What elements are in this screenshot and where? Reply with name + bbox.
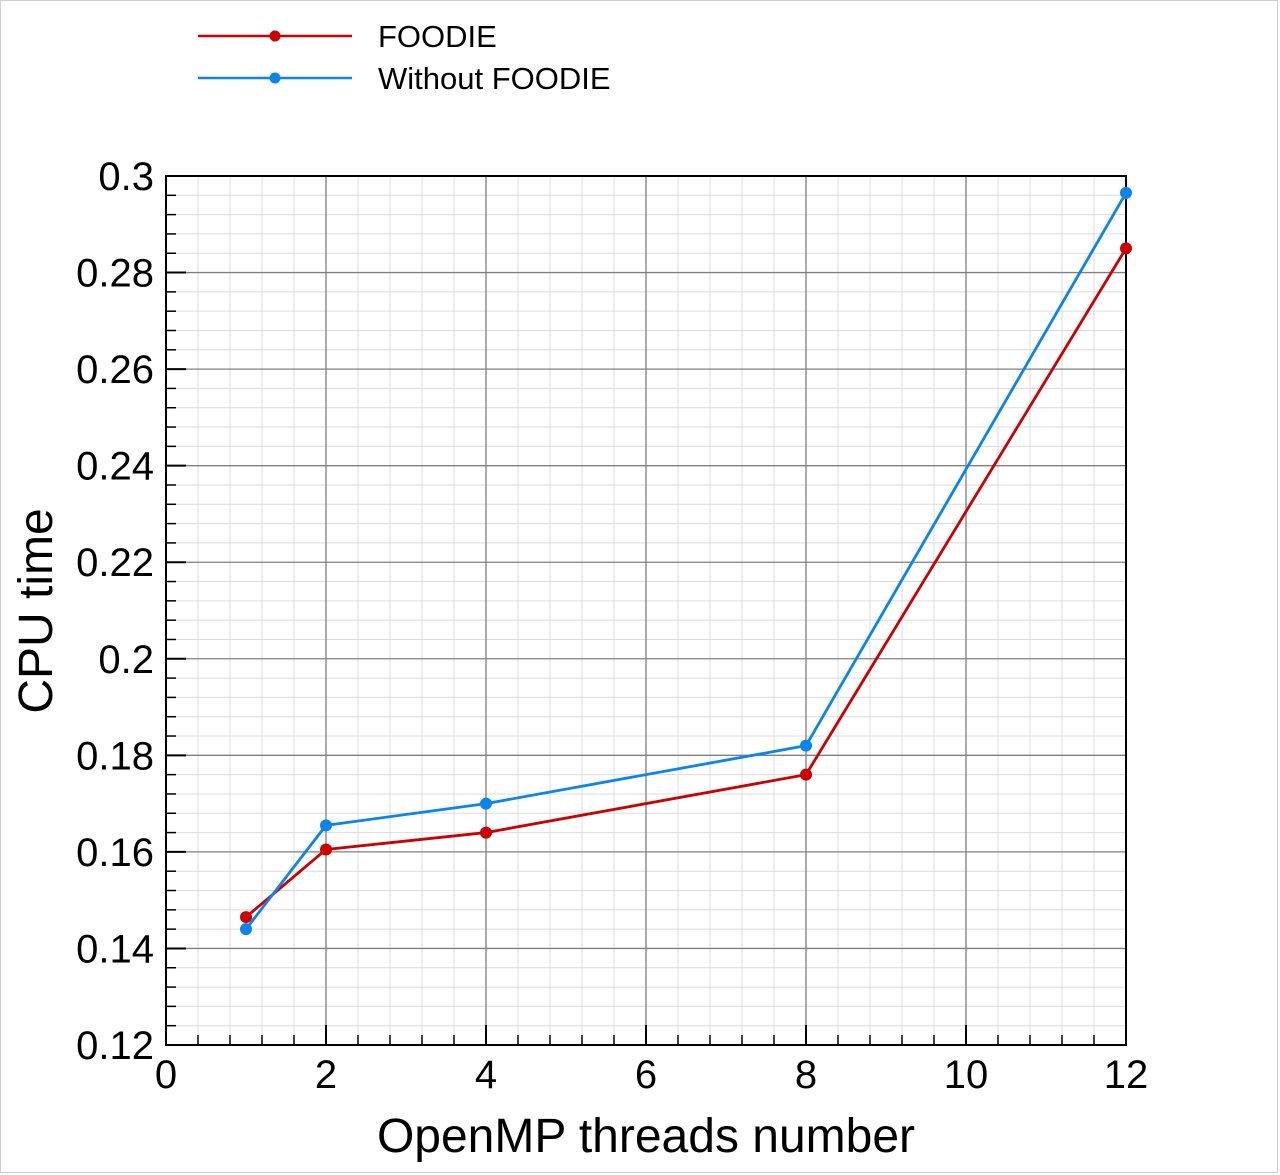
y-tick-label: 0.16 xyxy=(76,831,154,875)
x-tick-label: 6 xyxy=(635,1053,657,1097)
legend-label-foodie: FOODIE xyxy=(378,19,497,54)
series-line-without-foodie xyxy=(244,192,1128,930)
data-point-without-foodie xyxy=(1120,186,1132,199)
data-point-foodie xyxy=(240,911,252,924)
data-point-without-foodie xyxy=(800,739,812,752)
legend-item-without-foodie: Without FOODIE xyxy=(198,61,611,96)
legend-label-without-foodie: Without FOODIE xyxy=(378,61,611,96)
legend-item-foodie: FOODIE xyxy=(198,19,497,54)
x-axis-title: OpenMP threads number xyxy=(377,1110,915,1163)
major-grid xyxy=(166,176,1126,1045)
data-point-without-foodie xyxy=(240,923,252,936)
y-tick-label: 0.12 xyxy=(76,1024,154,1068)
x-tick-label: 10 xyxy=(944,1053,989,1097)
y-tick-label: 0.2 xyxy=(98,638,154,682)
data-point-foodie xyxy=(1120,242,1132,255)
x-tick-label: 12 xyxy=(1104,1053,1149,1097)
x-tick-label: 4 xyxy=(475,1053,497,1097)
axis-ticks xyxy=(165,175,1127,1046)
y-axis-title: CPU time xyxy=(10,508,63,713)
series-layer xyxy=(240,186,1132,936)
x-tick-label: 0 xyxy=(155,1053,177,1097)
data-point-foodie xyxy=(800,768,812,781)
y-tick-label: 0.28 xyxy=(76,252,154,296)
series-line-foodie xyxy=(245,247,1128,919)
legend-marker-without-foodie xyxy=(269,72,281,84)
data-point-without-foodie xyxy=(480,797,492,810)
series-foodie xyxy=(240,242,1132,924)
y-tick-label: 0.3 xyxy=(98,155,154,199)
data-point-foodie xyxy=(320,843,332,856)
data-point-without-foodie xyxy=(320,819,332,832)
legend: FOODIE Without FOODIE xyxy=(198,19,611,96)
legend-marker-foodie xyxy=(269,30,281,42)
data-point-foodie xyxy=(480,826,492,839)
y-tick-label: 0.24 xyxy=(76,445,154,489)
x-axis-tick-labels: 0 2 4 6 8 10 12 xyxy=(155,1053,1148,1097)
y-tick-label: 0.26 xyxy=(76,348,154,392)
x-tick-label: 2 xyxy=(315,1053,337,1097)
y-tick-label: 0.22 xyxy=(76,541,154,585)
y-axis-tick-labels: 0.12 0.14 0.16 0.18 0.2 0.22 0.24 0.26 0.28 0.3 xyxy=(76,155,154,1068)
x-tick-label: 8 xyxy=(795,1053,817,1097)
y-tick-label: 0.14 xyxy=(76,927,154,971)
y-tick-label: 0.18 xyxy=(76,734,154,778)
series-without-foodie xyxy=(240,186,1132,936)
